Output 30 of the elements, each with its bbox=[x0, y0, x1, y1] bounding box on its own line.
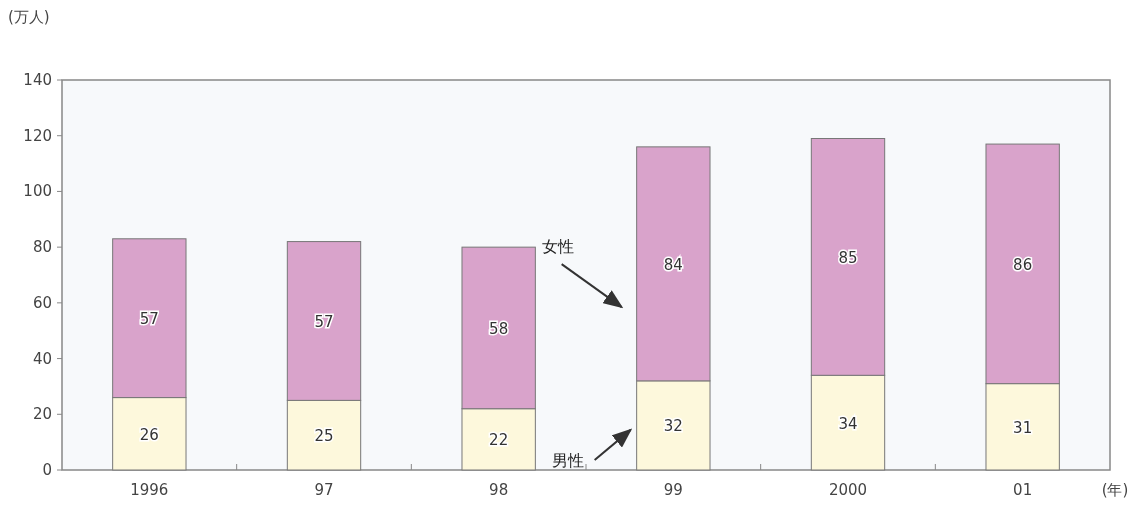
y-tick-label: 20 bbox=[32, 405, 52, 424]
data-label: 31 bbox=[1013, 418, 1033, 437]
y-axis-title: (万人) bbox=[8, 8, 50, 26]
x-tick-label: 99 bbox=[663, 481, 683, 499]
data-label: 57 bbox=[139, 310, 159, 329]
y-tick-label: 0 bbox=[42, 461, 52, 479]
y-tick-label: 120 bbox=[23, 126, 52, 145]
data-label: 85 bbox=[838, 248, 858, 267]
x-tick-label: 2000 bbox=[828, 481, 868, 499]
y-tick-label: 100 bbox=[23, 182, 52, 201]
y-tick-label: 60 bbox=[32, 293, 52, 312]
x-tick-label: 97 bbox=[314, 481, 334, 499]
y-tick-label: 80 bbox=[32, 238, 52, 257]
data-label: 34 bbox=[838, 414, 858, 433]
x-tick-label: 01 bbox=[1013, 481, 1033, 499]
x-tick-label: 1996 bbox=[130, 481, 169, 499]
data-label: 26 bbox=[139, 425, 159, 444]
y-tick-label: 40 bbox=[32, 349, 52, 368]
data-label: 25 bbox=[314, 427, 334, 446]
x-tick-label: 98 bbox=[489, 481, 509, 499]
series-label: 女性 bbox=[541, 237, 574, 257]
series-label: 男性 bbox=[551, 451, 584, 470]
data-label: 58 bbox=[489, 319, 509, 338]
data-label: 57 bbox=[314, 312, 334, 331]
data-label: 32 bbox=[663, 417, 683, 436]
y-tick-label: 140 bbox=[23, 71, 52, 89]
data-label: 86 bbox=[1013, 255, 1033, 274]
data-label: 22 bbox=[489, 431, 509, 450]
x-axis-title: (年) bbox=[1101, 481, 1129, 499]
data-label: 84 bbox=[663, 255, 683, 274]
